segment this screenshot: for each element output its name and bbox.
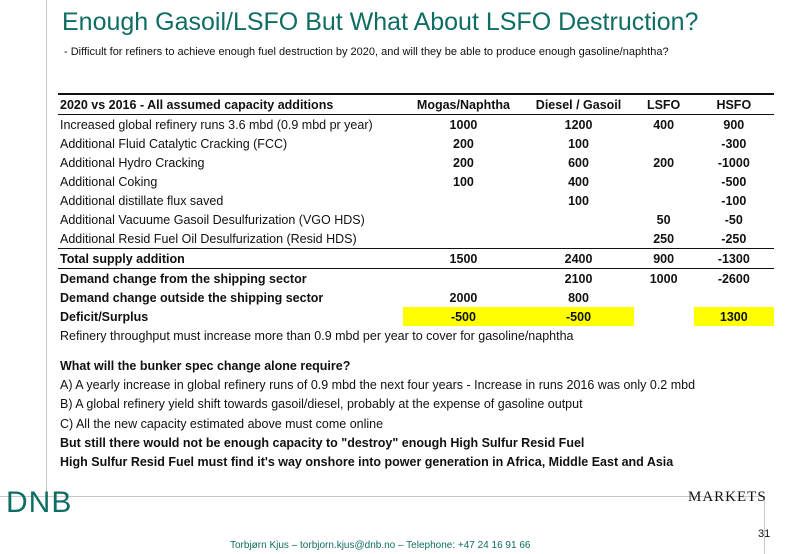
table-row: Additional Resid Fuel Oil Desulfurizatio… bbox=[58, 229, 774, 249]
note-item: B) A global refinery yield shift towards… bbox=[60, 397, 583, 412]
cell-lsfo: 250 bbox=[653, 231, 675, 246]
cell-lsfo: 50 bbox=[656, 212, 671, 227]
notes-heading: What will the bunker spec change alone r… bbox=[60, 359, 351, 373]
total-row: Total supply addition 1500 2400 900 -130… bbox=[58, 248, 774, 269]
cell-hsfo: 900 bbox=[723, 117, 745, 132]
row-label: Deficit/Surplus bbox=[60, 309, 149, 324]
table-row: Additional distillate flux saved 100 -10… bbox=[58, 191, 774, 210]
cell-mogas-highlighted: -500 bbox=[403, 307, 524, 326]
cell-diesel bbox=[523, 210, 633, 229]
table-note-row: Refinery throughput must increase more t… bbox=[58, 326, 774, 345]
page-number-rule bbox=[764, 496, 765, 554]
bottom-rule bbox=[0, 496, 764, 497]
table-header-row: 2020 vs 2016 - All assumed capacity addi… bbox=[58, 93, 774, 115]
dnb-logo: DNB bbox=[6, 486, 73, 519]
cell-hsfo bbox=[694, 288, 774, 307]
header-label: 2020 vs 2016 - All assumed capacity addi… bbox=[58, 93, 404, 115]
cell-mogas: 100 bbox=[453, 174, 474, 189]
cell-diesel: 1200 bbox=[564, 117, 593, 132]
cell-mogas: 1000 bbox=[449, 117, 478, 132]
cell-lsfo: 200 bbox=[653, 155, 675, 170]
row-label: Additional Resid Fuel Oil Desulfurizatio… bbox=[60, 231, 357, 246]
table-row: Demand change from the shipping sector 2… bbox=[58, 269, 774, 289]
cell-hsfo: -300 bbox=[721, 136, 747, 151]
cell-hsfo: -50 bbox=[724, 212, 743, 227]
table-row: Additional Hydro Cracking 200 600 200 -1… bbox=[58, 153, 774, 172]
left-rule bbox=[46, 0, 47, 496]
cell-hsfo: -1000 bbox=[717, 155, 750, 170]
row-label: Demand change outside the shipping secto… bbox=[60, 290, 324, 305]
cell-diesel-highlighted: -500 bbox=[523, 307, 634, 326]
cell-hsfo: -250 bbox=[721, 231, 747, 246]
row-label: Additional Hydro Cracking bbox=[60, 155, 205, 170]
cell-mogas bbox=[403, 191, 523, 210]
cell-lsfo: 400 bbox=[653, 117, 675, 132]
cell-diesel: 400 bbox=[568, 174, 589, 189]
header-diesel: Diesel / Gasoil bbox=[523, 93, 634, 115]
cell-diesel: 600 bbox=[568, 155, 589, 170]
deficit-row: Deficit/Surplus -500 -500 1300 bbox=[58, 307, 774, 326]
row-label: Additional distillate flux saved bbox=[60, 193, 224, 208]
notes-block: What will the bunker spec change alone r… bbox=[60, 357, 695, 472]
table-row: Increased global refinery runs 3.6 mbd (… bbox=[58, 115, 774, 135]
row-label: Total supply addition bbox=[58, 248, 404, 269]
row-label: Additional Vacuume Gasoil Desulfurizatio… bbox=[60, 212, 365, 227]
cell-mogas: 200 bbox=[453, 155, 474, 170]
cell-hsfo: -100 bbox=[721, 193, 747, 208]
row-label: Additional Coking bbox=[60, 174, 158, 189]
cell-diesel: 2100 bbox=[564, 271, 593, 286]
note-conclusion: But still there would not be enough capa… bbox=[60, 435, 585, 450]
row-label: Additional Fluid Catalytic Cracking (FCC… bbox=[60, 136, 288, 151]
table-row: Additional Fluid Catalytic Cracking (FCC… bbox=[58, 134, 774, 153]
table-row: Additional Coking 100 400 -500 bbox=[58, 172, 774, 191]
page-subtitle: - Difficult for refiners to achieve enou… bbox=[64, 46, 669, 58]
capacity-table: 2020 vs 2016 - All assumed capacity addi… bbox=[58, 93, 774, 345]
markets-label: MARKETS bbox=[688, 489, 767, 505]
cell-lsfo bbox=[634, 134, 694, 153]
page-number: 31 bbox=[758, 528, 771, 540]
cell-diesel: 100 bbox=[568, 193, 589, 208]
cell-mogas: 200 bbox=[453, 136, 474, 151]
note-item: A) A yearly increase in global refinery … bbox=[60, 378, 696, 393]
cell-mogas bbox=[403, 229, 523, 249]
cell-mogas bbox=[403, 210, 523, 229]
cell-hsfo: -1300 bbox=[693, 248, 774, 269]
page-title: Enough Gasoil/LSFO But What About LSFO D… bbox=[62, 8, 699, 36]
header-hsfo: HSFO bbox=[693, 93, 774, 115]
cell-lsfo bbox=[634, 191, 694, 210]
cell-hsfo-highlighted: 1300 bbox=[693, 307, 774, 326]
cell-hsfo: -500 bbox=[721, 174, 747, 189]
cell-mogas: 1500 bbox=[403, 248, 524, 269]
cell-diesel bbox=[523, 229, 633, 249]
footer-contact: Torbjørn Kjus – torbjorn.kjus@dnb.no – T… bbox=[230, 540, 531, 551]
cell-lsfo: 900 bbox=[633, 248, 694, 269]
header-lsfo: LSFO bbox=[633, 93, 694, 115]
cell-mogas: 2000 bbox=[449, 290, 478, 305]
row-label: Demand change from the shipping sector bbox=[60, 271, 307, 286]
note-conclusion: High Sulfur Resid Fuel must find it's wa… bbox=[60, 455, 674, 470]
cell-lsfo bbox=[634, 288, 694, 307]
cell-diesel: 2400 bbox=[523, 248, 634, 269]
cell-lsfo bbox=[634, 172, 694, 191]
cell-mogas bbox=[403, 269, 523, 289]
table-note: Refinery throughput must increase more t… bbox=[60, 328, 574, 343]
cell-diesel: 800 bbox=[568, 290, 589, 305]
cell-diesel: 100 bbox=[568, 136, 589, 151]
cell-lsfo: 1000 bbox=[649, 271, 678, 286]
table-row: Demand change outside the shipping secto… bbox=[58, 288, 774, 307]
cell-hsfo: -2600 bbox=[717, 271, 750, 286]
header-mogas: Mogas/Naphtha bbox=[403, 93, 524, 115]
row-label: Increased global refinery runs 3.6 mbd (… bbox=[60, 117, 373, 132]
cell-lsfo bbox=[634, 307, 694, 326]
note-item: C) All the new capacity estimated above … bbox=[60, 416, 384, 431]
table-row: Additional Vacuume Gasoil Desulfurizatio… bbox=[58, 210, 774, 229]
